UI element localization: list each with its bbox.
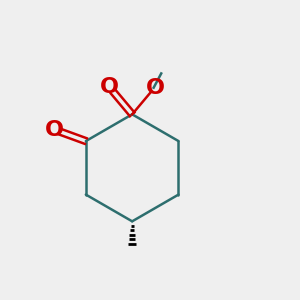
Text: O: O [44, 120, 64, 140]
Text: O: O [100, 77, 119, 97]
Text: O: O [146, 78, 165, 98]
